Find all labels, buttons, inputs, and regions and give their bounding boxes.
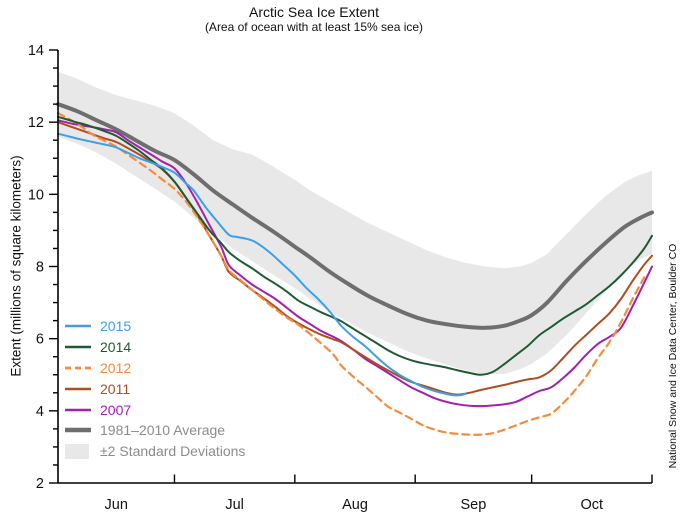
legend-line-y2011 (65, 387, 91, 391)
legend-item-y2014-swatch (64, 342, 92, 352)
legend-item-average-swatch (64, 425, 92, 435)
y-tick-label: 14 (28, 43, 44, 59)
legend-line-y2012 (65, 366, 91, 370)
title-block: Arctic Sea Ice Extent (Area of ocean wit… (0, 4, 628, 34)
legend: 2015 2014 2012 2011 2007 1981–2010 Average ±2 … (64, 316, 245, 462)
series-line-2014 (57, 115, 653, 376)
legend-item-y2014-label: 2014 (100, 339, 132, 356)
legend-item-y2011-swatch (64, 384, 92, 394)
legend-item-average-label: 1981–2010 Average (100, 422, 226, 439)
series-line-1981-2010-average (56, 102, 654, 330)
legend-item-y2011: 2011 (64, 378, 245, 399)
legend-item-y2007-swatch (64, 405, 92, 415)
legend-item-stddev-label: ±2 Standard Deviations (100, 443, 246, 460)
legend-item-y2012: 2012 (64, 358, 245, 379)
legend-line-y2015 (65, 325, 91, 328)
legend-item-y2007: 2007 (64, 399, 245, 420)
watermark-nsidc: National Snow and Ice Data Center, Bould… (667, 243, 679, 469)
y-tick-label: 2 (36, 476, 44, 492)
legend-line-y2007 (65, 408, 91, 411)
series-line-2012 (56, 112, 646, 436)
y-tick-label: 6 (36, 332, 44, 348)
legend-item-y2015: 2015 (64, 316, 245, 337)
x-month-label: Oct (581, 497, 604, 513)
y-tick-label: 4 (36, 404, 44, 420)
legend-item-y2015-swatch (64, 321, 92, 331)
legend-item-average: 1981–2010 Average (64, 420, 245, 441)
legend-item-y2012-swatch (64, 363, 92, 373)
page-subtitle: (Area of ocean with at least 15% sea ice… (204, 20, 424, 34)
legend-item-y2012-label: 2012 (100, 359, 132, 376)
legend-band-swatch (65, 443, 89, 459)
y-tick-label: 12 (28, 115, 44, 131)
legend-item-stddev: ±2 Standard Deviations (64, 441, 245, 462)
legend-item-stddev-swatch (64, 443, 92, 460)
x-month-label: Jul (225, 497, 244, 513)
legend-item-y2007-label: 2007 (100, 401, 132, 418)
legend-line-y2014 (65, 345, 91, 349)
series-line-2015 (57, 132, 467, 397)
x-month-label: Aug (342, 497, 368, 513)
legend-line-average (65, 428, 91, 433)
x-month-label: Sep (461, 497, 487, 513)
x-month-label: Jun (105, 497, 128, 513)
y-tick-label: 8 (36, 260, 44, 276)
legend-item-y2014: 2014 (64, 337, 245, 358)
legend-item-y2011-label: 2011 (100, 380, 131, 397)
y-tick-label: 10 (28, 187, 44, 203)
page-title: Arctic Sea Ice Extent (249, 4, 379, 20)
legend-item-y2015-label: 2015 (100, 318, 132, 335)
std-dev-band (58, 71, 652, 374)
